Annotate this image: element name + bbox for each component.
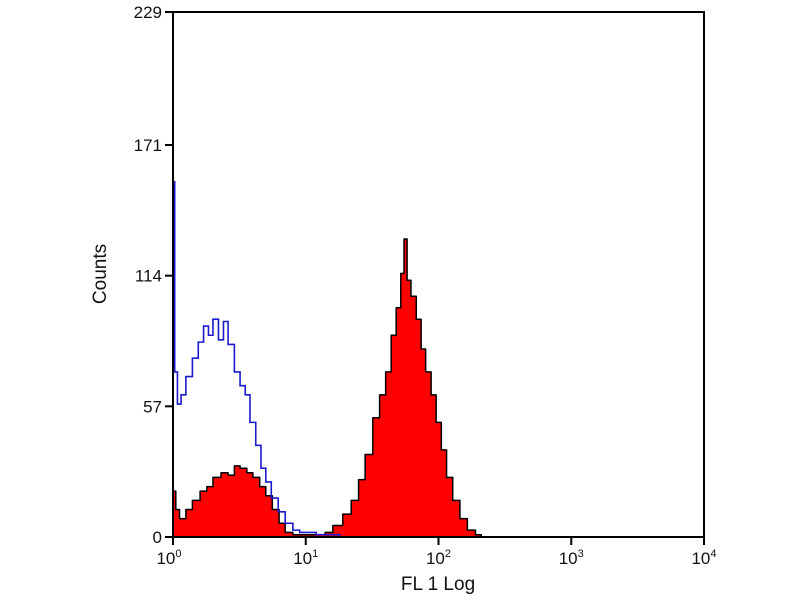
x-tick-label: 103 <box>559 548 584 568</box>
series-filled-histogram <box>172 238 483 538</box>
axis-ticks: 100 101 102 103 104 0 57 114 171 229 <box>134 3 717 568</box>
x-tick-label: 101 <box>293 548 318 568</box>
x-tick-label: 102 <box>426 548 451 568</box>
x-tick-label: 104 <box>691 548 716 568</box>
x-tick-label: 100 <box>156 548 181 568</box>
y-tick-label: 114 <box>135 267 162 286</box>
plot-area <box>172 180 483 538</box>
y-tick-label: 171 <box>134 136 162 155</box>
y-tick-label: 229 <box>134 3 162 22</box>
y-axis-title: Counts <box>90 244 111 304</box>
y-tick-label: 0 <box>153 528 162 547</box>
y-tick-label: 57 <box>143 397 162 416</box>
x-axis-title: FL 1 Log <box>401 574 475 595</box>
series-outline-histogram <box>172 180 341 537</box>
